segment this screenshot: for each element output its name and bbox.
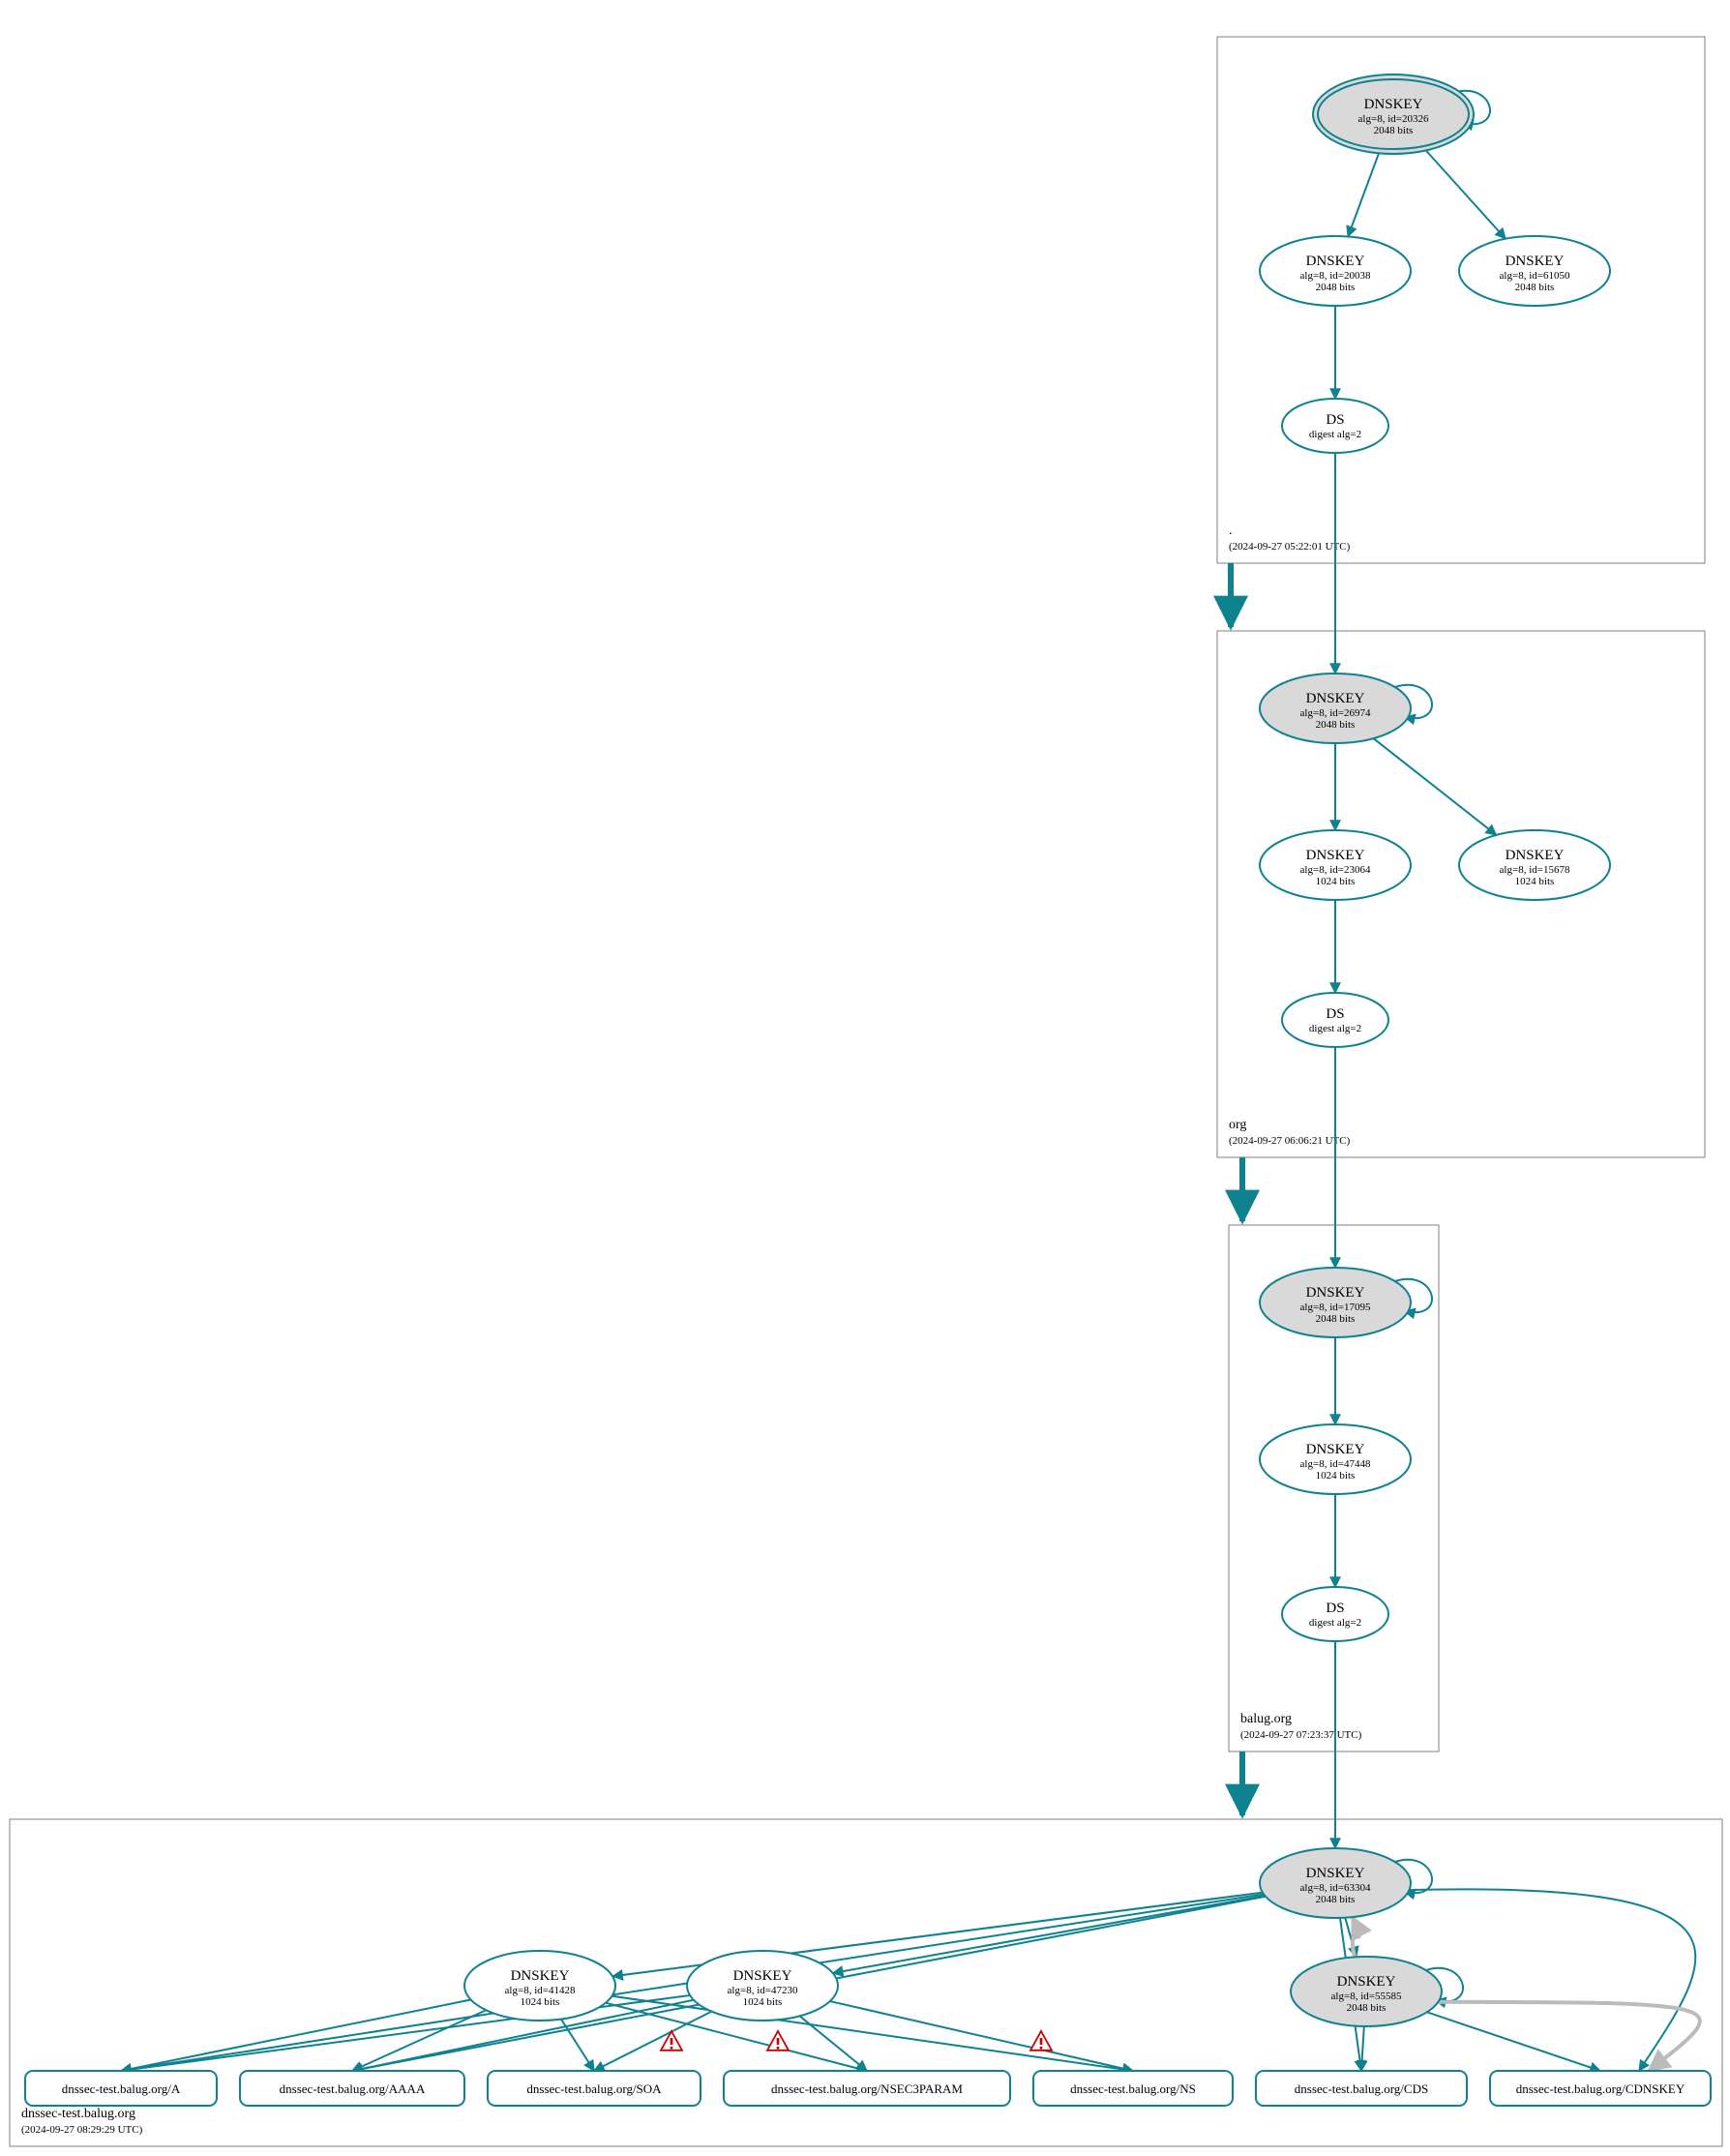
- node-sub: alg=8, id=15678: [1500, 864, 1570, 876]
- edge: [833, 1896, 1266, 1973]
- node-title: DS: [1326, 1601, 1344, 1616]
- edge-record: [1403, 1889, 1695, 2071]
- zone-label: org: [1229, 1118, 1246, 1132]
- edge: [1348, 148, 1381, 236]
- svg-text:dnssec-test.balug.org/CDNSKEY: dnssec-test.balug.org/CDNSKEY: [1516, 2081, 1685, 2096]
- zone-time: (2024-09-27 06:06:21 UTC): [1229, 1135, 1351, 1147]
- warning-icon: [671, 2038, 673, 2045]
- svg-text:dnssec-test.balug.org/A: dnssec-test.balug.org/A: [62, 2081, 181, 2096]
- node-title: DNSKEY: [1306, 1285, 1365, 1301]
- node-title: DNSKEY: [1364, 97, 1423, 112]
- node-sub: alg=8, id=63304: [1300, 1882, 1371, 1894]
- node-title: DNSKEY: [733, 1968, 792, 1984]
- svg-text:dnssec-test.balug.org/SOA: dnssec-test.balug.org/SOA: [526, 2081, 662, 2096]
- node-sub: 1024 bits: [521, 1996, 560, 2008]
- node-sub: 2048 bits: [1316, 719, 1356, 731]
- node-title: DS: [1326, 412, 1344, 428]
- node-title: DNSKEY: [1306, 1866, 1365, 1881]
- node-title: DNSKEY: [511, 1968, 570, 1984]
- node-sub: alg=8, id=41428: [505, 1985, 576, 1996]
- node-sub: alg=8, id=20038: [1300, 270, 1371, 282]
- node-title: DNSKEY: [1506, 848, 1565, 863]
- node-sub: 2048 bits: [1316, 1894, 1356, 1905]
- node-title: DNSKEY: [1306, 848, 1365, 863]
- node-sub: 1024 bits: [1515, 876, 1555, 887]
- edge: [1373, 738, 1496, 835]
- edges: [121, 91, 1700, 2071]
- node-sub: alg=8, id=61050: [1500, 270, 1570, 282]
- edge-record: [121, 2000, 471, 2071]
- zone-label: .: [1229, 524, 1233, 538]
- svg-text:dnssec-test.balug.org/NSEC3PAR: dnssec-test.balug.org/NSEC3PARAM: [771, 2081, 963, 2096]
- node-sub: alg=8, id=23064: [1300, 864, 1371, 876]
- node-sub: digest alg=2: [1309, 1023, 1361, 1034]
- edge: [1422, 146, 1506, 239]
- node-title: DS: [1326, 1006, 1344, 1022]
- node-sub: 2048 bits: [1316, 1313, 1356, 1325]
- node-sub: alg=8, id=47230: [728, 1985, 798, 1996]
- svg-text:dnssec-test.balug.org/AAAA: dnssec-test.balug.org/AAAA: [280, 2081, 426, 2096]
- zone-label: dnssec-test.balug.org: [21, 2107, 135, 2121]
- warning-icon: [777, 2047, 780, 2050]
- node-sub: alg=8, id=20326: [1358, 113, 1429, 125]
- warning-icon: [1040, 2047, 1043, 2050]
- node-sub: alg=8, id=17095: [1300, 1302, 1371, 1313]
- warning-icon: [1040, 2038, 1043, 2045]
- node-sub: 1024 bits: [743, 1996, 783, 2008]
- node-sub: 2048 bits: [1374, 125, 1414, 136]
- edge-record: [830, 2001, 1133, 2071]
- node-sub: alg=8, id=47448: [1300, 1458, 1371, 1470]
- zone-time: (2024-09-27 05:22:01 UTC): [1229, 541, 1351, 553]
- zone-time: (2024-09-27 08:29:29 UTC): [21, 2124, 143, 2136]
- warning-icon: [777, 2038, 780, 2045]
- node-title: DNSKEY: [1306, 254, 1365, 269]
- node-title: DNSKEY: [1506, 254, 1565, 269]
- zone-label: balug.org: [1240, 1712, 1292, 1726]
- edge-record: [1427, 2012, 1600, 2071]
- node-sub: 1024 bits: [1316, 876, 1356, 887]
- node-title: DNSKEY: [1306, 691, 1365, 706]
- edge-record: [1361, 2026, 1364, 2071]
- zone-time: (2024-09-27 07:23:37 UTC): [1240, 1729, 1362, 1741]
- node-sub: 2048 bits: [1515, 282, 1555, 293]
- svg-text:dnssec-test.balug.org/CDS: dnssec-test.balug.org/CDS: [1295, 2081, 1428, 2096]
- node-title: DNSKEY: [1337, 1974, 1396, 1990]
- svg-text:dnssec-test.balug.org/NS: dnssec-test.balug.org/NS: [1070, 2081, 1196, 2096]
- node-sub: 2048 bits: [1316, 282, 1356, 293]
- node-sub: alg=8, id=26974: [1300, 707, 1371, 719]
- node-sub: digest alg=2: [1309, 429, 1361, 440]
- node-sub: 1024 bits: [1316, 1470, 1356, 1482]
- dnssec-graph: . (2024-09-27 05:22:01 UTC) org (2024-09-27…: [0, 0, 1730, 2156]
- edge-record: [1430, 2002, 1699, 2071]
- node-sub: 2048 bits: [1347, 2002, 1387, 2014]
- node-sub: digest alg=2: [1309, 1617, 1361, 1629]
- node-title: DNSKEY: [1306, 1442, 1365, 1457]
- edge: [1353, 1917, 1360, 1957]
- nodes: [464, 75, 1610, 2026]
- node-sub: alg=8, id=55585: [1331, 1991, 1402, 2002]
- warning-icon: [671, 2047, 673, 2050]
